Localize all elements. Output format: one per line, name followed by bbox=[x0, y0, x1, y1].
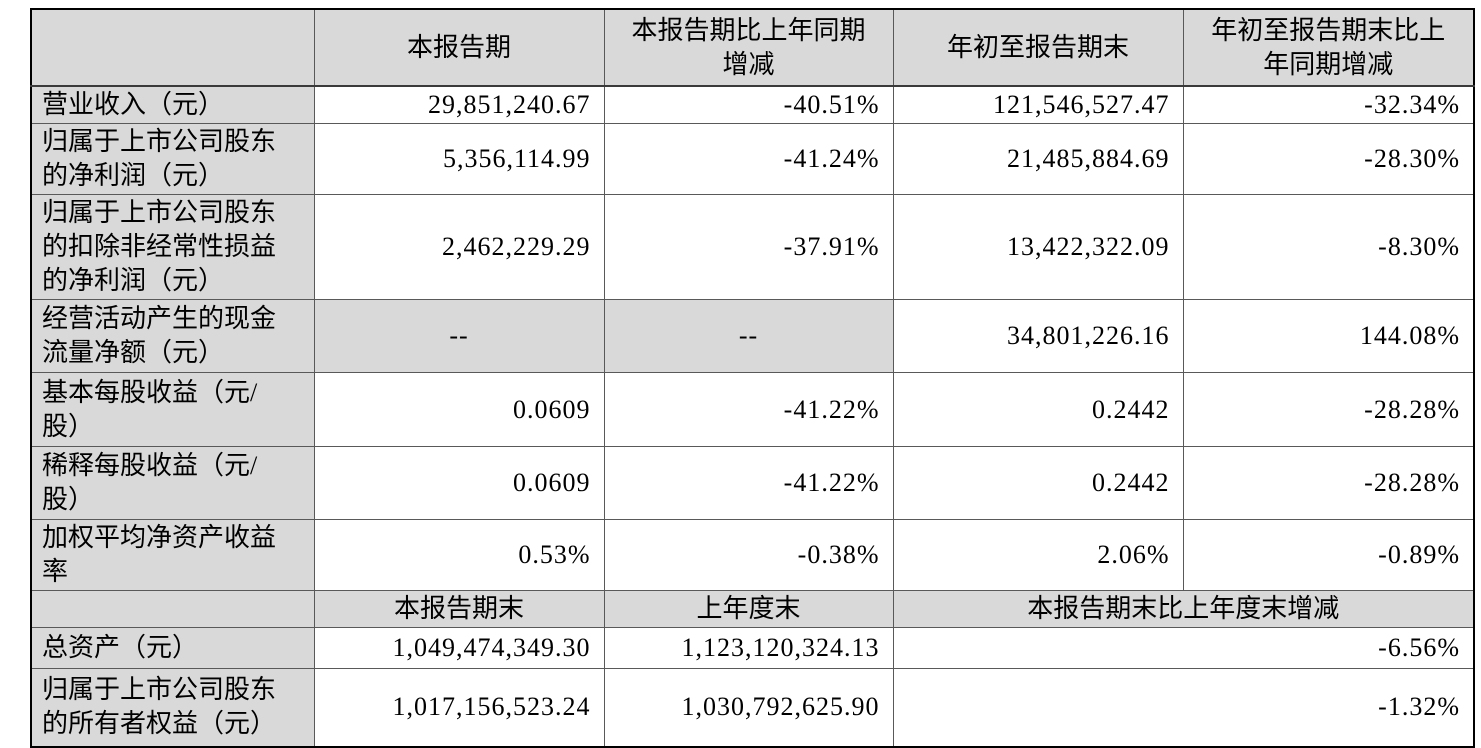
table-row: 总资产（元） 1,049,474,349.30 1,123,120,324.13… bbox=[30, 627, 1475, 669]
row-label: 营业收入（元） bbox=[30, 85, 315, 124]
cell-end-of-prior-year: 1,123,120,324.13 bbox=[603, 627, 894, 669]
table-row: 稀释每股收益（元/ 股） 0.0609 -41.22% 0.2442 -28.2… bbox=[30, 446, 1475, 520]
cell-yoy-change: -41.24% bbox=[603, 123, 894, 195]
column-header-ytd-yoy-change: 年初至报告期末比上 年同期增减 bbox=[1182, 8, 1475, 87]
row-label: 归属于上市公司股东 的扣除非经常性损益 的净利润（元） bbox=[30, 194, 315, 300]
column-header-yoy-change: 本报告期比上年同期 增减 bbox=[603, 8, 894, 87]
column-header-current-period: 本报告期 bbox=[313, 8, 605, 87]
cell-ytd-yoy-change: -8.30% bbox=[1182, 194, 1475, 300]
cell-yoy-change: -0.38% bbox=[603, 519, 894, 591]
row-label: 基本每股收益（元/ 股） bbox=[30, 372, 315, 447]
column-header-change-vs-prior-year-end: 本报告期末比上年度末增减 bbox=[892, 590, 1475, 628]
row-label: 经营活动产生的现金 流量净额（元） bbox=[30, 299, 315, 373]
table-row: 归属于上市公司股东 的扣除非经常性损益 的净利润（元） 2,462,229.29… bbox=[30, 194, 1475, 300]
cell-change-vs-prior-year-end: -6.56% bbox=[892, 627, 1475, 669]
table-row: 营业收入（元） 29,851,240.67 -40.51% 121,546,52… bbox=[30, 85, 1475, 124]
cell-end-of-period: 1,049,474,349.30 bbox=[313, 627, 605, 669]
table-row: 经营活动产生的现金 流量净额（元） -- -- 34,801,226.16 14… bbox=[30, 299, 1475, 373]
cell-current-period: 5,356,114.99 bbox=[313, 123, 605, 195]
table-row: 归属于上市公司股东 的所有者权益（元） 1,017,156,523.24 1,0… bbox=[30, 668, 1475, 747]
table-row: 归属于上市公司股东 的净利润（元） 5,356,114.99 -41.24% 2… bbox=[30, 123, 1475, 195]
cell-current-period: 2,462,229.29 bbox=[313, 194, 605, 300]
cell-ytd: 2.06% bbox=[892, 519, 1184, 591]
cell-current-period: 0.53% bbox=[313, 519, 605, 591]
cell-end-of-period: 1,017,156,523.24 bbox=[313, 668, 605, 747]
cell-ytd-yoy-change: -32.34% bbox=[1182, 85, 1475, 124]
table-row: 加权平均净资产收益 率 0.53% -0.38% 2.06% -0.89% bbox=[30, 519, 1475, 591]
column-header-ytd: 年初至报告期末 bbox=[892, 8, 1184, 87]
cell-current-period: 29,851,240.67 bbox=[313, 85, 605, 124]
row-label: 归属于上市公司股东 的所有者权益（元） bbox=[30, 668, 315, 747]
column-header-end-of-prior-year: 上年度末 bbox=[603, 590, 894, 628]
cell-yoy-change: -37.91% bbox=[603, 194, 894, 300]
cell-ytd: 0.2442 bbox=[892, 446, 1184, 520]
row-label: 稀释每股收益（元/ 股） bbox=[30, 446, 315, 520]
cell-ytd-yoy-change: -0.89% bbox=[1182, 519, 1475, 591]
empty-header-cell bbox=[30, 590, 315, 628]
cell-change-vs-prior-year-end: -1.32% bbox=[892, 668, 1475, 747]
cell-yoy-change: -- bbox=[603, 299, 894, 373]
cell-ytd-yoy-change: -28.28% bbox=[1182, 372, 1475, 447]
cell-ytd-yoy-change: -28.30% bbox=[1182, 123, 1475, 195]
cell-ytd: 121,546,527.47 bbox=[892, 85, 1184, 124]
column-header-end-of-period: 本报告期末 bbox=[313, 590, 605, 628]
table-row: 基本每股收益（元/ 股） 0.0609 -41.22% 0.2442 -28.2… bbox=[30, 372, 1475, 447]
table-header-row-position: 本报告期末 上年度末 本报告期末比上年度末增减 bbox=[30, 590, 1475, 628]
row-label: 总资产（元） bbox=[30, 627, 315, 669]
cell-ytd: 34,801,226.16 bbox=[892, 299, 1184, 373]
cell-current-period: 0.0609 bbox=[313, 372, 605, 447]
cell-yoy-change: -41.22% bbox=[603, 372, 894, 447]
empty-header-cell bbox=[30, 8, 315, 87]
row-label: 加权平均净资产收益 率 bbox=[30, 519, 315, 591]
cell-ytd: 21,485,884.69 bbox=[892, 123, 1184, 195]
cell-ytd: 13,422,322.09 bbox=[892, 194, 1184, 300]
cell-end-of-prior-year: 1,030,792,625.90 bbox=[603, 668, 894, 747]
cell-current-period: -- bbox=[313, 299, 605, 373]
cell-ytd-yoy-change: -28.28% bbox=[1182, 446, 1475, 520]
key-financials-table: 本报告期 本报告期比上年同期 增减 年初至报告期末 年初至报告期末比上 年同期增… bbox=[30, 8, 1475, 748]
cell-yoy-change: -40.51% bbox=[603, 85, 894, 124]
cell-yoy-change: -41.22% bbox=[603, 446, 894, 520]
row-label: 归属于上市公司股东 的净利润（元） bbox=[30, 123, 315, 195]
cell-ytd-yoy-change: 144.08% bbox=[1182, 299, 1475, 373]
table-header-row-period: 本报告期 本报告期比上年同期 增减 年初至报告期末 年初至报告期末比上 年同期增… bbox=[30, 8, 1475, 87]
cell-ytd: 0.2442 bbox=[892, 372, 1184, 447]
cell-current-period: 0.0609 bbox=[313, 446, 605, 520]
